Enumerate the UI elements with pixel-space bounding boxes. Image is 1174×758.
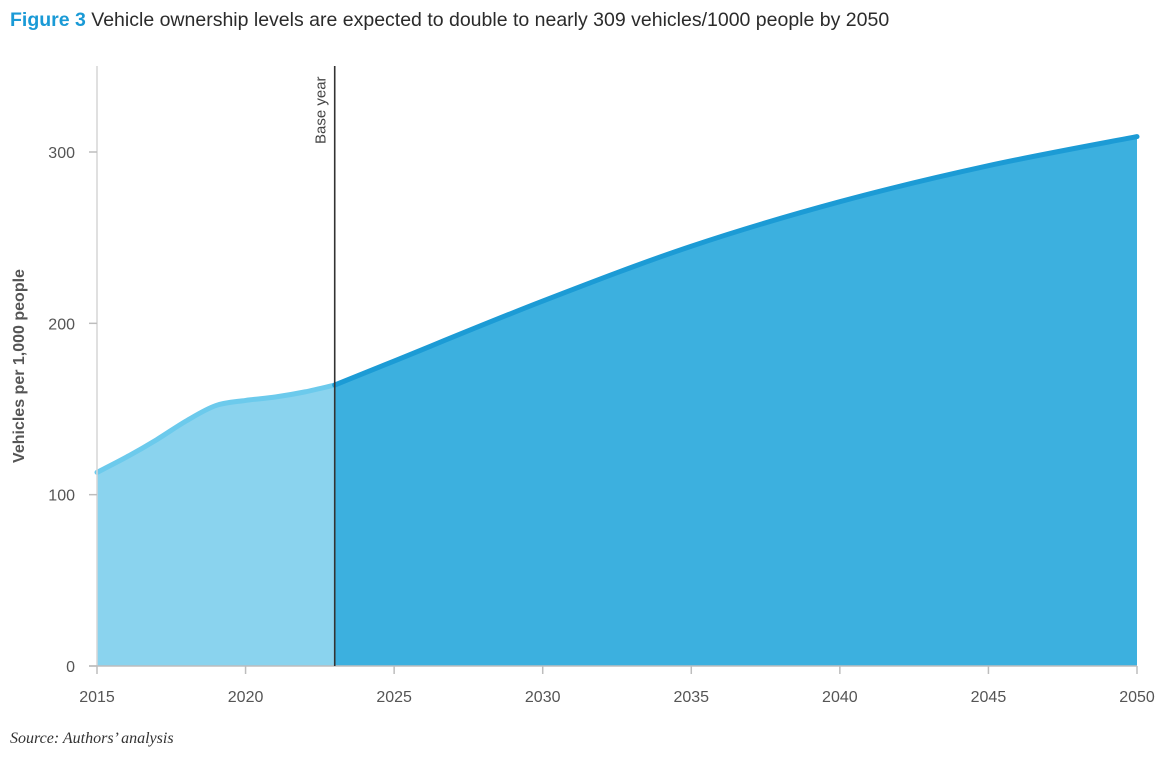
y-tick-label-300: 300: [48, 145, 75, 162]
x-tick-label-2035: 2035: [673, 689, 709, 706]
area-projected: [334, 136, 1137, 666]
figure-title-text: Vehicle ownership levels are expected to…: [91, 9, 890, 31]
x-tick-label-2025: 2025: [376, 689, 412, 706]
line-projected: [332, 134, 1140, 388]
figure-number: Figure 3: [10, 9, 86, 31]
base-year-label: Base year: [313, 76, 330, 144]
area-historical: [97, 385, 335, 666]
chart-title: Figure 3 Vehicle ownership levels are ex…: [10, 9, 889, 32]
x-tick-label-2040: 2040: [822, 689, 858, 706]
y-tick-label-0: 0: [66, 659, 75, 676]
x-tick-label-2045: 2045: [971, 689, 1007, 706]
line-historical: [94, 382, 338, 475]
x-tick-label-2015: 2015: [79, 689, 115, 706]
y-tick-label-200: 200: [48, 316, 75, 333]
y-axis-label: Vehicles per 1,000 people: [11, 269, 28, 463]
source-note: Source: Authors’ analysis: [10, 730, 174, 747]
x-tick-label-2030: 2030: [525, 689, 561, 706]
x-tick-label-2050: 2050: [1119, 689, 1155, 706]
y-tick-label-100: 100: [48, 488, 75, 505]
x-tick-label-2020: 2020: [228, 689, 264, 706]
